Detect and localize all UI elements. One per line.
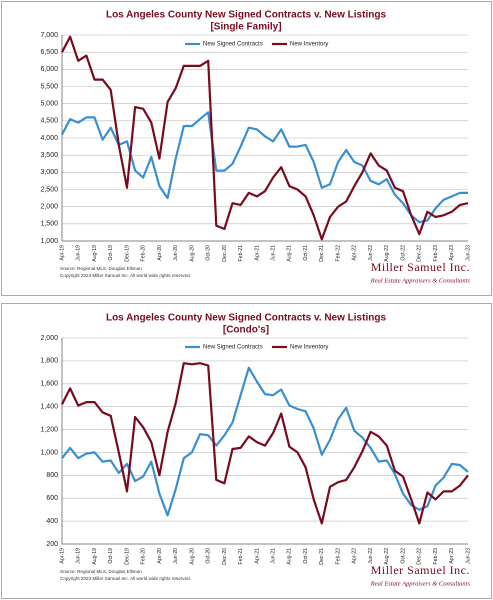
x-tick-label: Dec-22: [417, 548, 423, 565]
y-tick-label: 1,000: [40, 449, 58, 456]
y-tick-label: 6,000: [40, 66, 58, 73]
y-tick-label: 1,400: [40, 404, 58, 411]
x-tick-label: Jun-22: [368, 548, 374, 564]
x-tick-label: Oct-22: [400, 245, 406, 261]
x-tick-label: Jun-20: [173, 245, 179, 261]
y-tick-label: 4,000: [40, 135, 58, 142]
x-tick-label: Apr-22: [352, 548, 358, 564]
brand: Miller Samuel Inc.: [371, 260, 470, 274]
x-tick-label: Feb-20: [141, 548, 147, 565]
x-tick-label: Feb-21: [238, 548, 244, 565]
brand-tagline: Real Estate Appraisers & Consultants: [370, 277, 471, 284]
x-tick-label: Jun-19: [76, 245, 82, 261]
y-tick-label: 4,500: [40, 118, 58, 125]
x-tick-label: Apr-23: [449, 548, 455, 564]
brand: Miller Samuel Inc.: [371, 563, 470, 577]
x-tick-label: Feb-22: [335, 548, 341, 565]
legend-label: New Signed Contracts: [203, 345, 263, 351]
x-tick-label: Aug-20: [189, 245, 195, 262]
copyright: Copyright 2023 Miller Samuel Inc. All wo…: [60, 273, 191, 278]
x-tick-label: Apr-20: [157, 245, 163, 261]
y-tick-label: 2,500: [40, 186, 58, 193]
y-tick-label: 1,800: [40, 358, 58, 365]
y-tick-label: 5,000: [40, 101, 58, 108]
y-tick-label: 7,000: [40, 32, 58, 39]
y-tick-label: 400: [46, 518, 58, 525]
x-tick-label: Apr-19: [59, 245, 65, 261]
y-tick-label: 2,000: [40, 204, 58, 211]
x-tick-label: Oct-19: [108, 548, 114, 564]
copyright: Copyright 2023 Miller Samuel Inc. All wo…: [60, 576, 191, 581]
y-tick-label: 3,500: [40, 152, 58, 159]
x-tick-label: Oct-21: [303, 245, 309, 261]
x-tick-label: Apr-21: [254, 548, 260, 564]
x-tick-label: Feb-21: [238, 245, 244, 262]
x-tick-label: Apr-22: [352, 245, 358, 261]
x-tick-label: Aug-22: [384, 245, 390, 262]
x-tick-label: Dec-19: [124, 245, 130, 262]
y-tick-label: 2,000: [40, 335, 58, 342]
x-tick-label: Jun-23: [465, 245, 471, 261]
x-tick-label: Dec-20: [222, 548, 228, 565]
x-tick-label: Dec-19: [124, 548, 130, 565]
x-tick-label: Oct-19: [108, 245, 114, 261]
x-tick-label: Jun-23: [465, 548, 471, 564]
x-tick-label: Aug-19: [92, 245, 98, 262]
chart-title: Los Angeles County New Signed Contracts …: [106, 10, 386, 21]
x-tick-label: Aug-22: [384, 548, 390, 565]
x-tick-label: Dec-22: [417, 245, 423, 262]
x-tick-label: Jun-20: [173, 548, 179, 564]
legend-label: New Inventory: [290, 345, 328, 351]
x-tick-label: Apr-19: [59, 548, 65, 564]
x-tick-label: Dec-20: [222, 245, 228, 262]
x-tick-label: Dec-21: [319, 245, 325, 262]
x-tick-label: Aug-20: [189, 548, 195, 565]
x-tick-label: Oct-20: [206, 548, 212, 564]
x-tick-label: Feb-22: [335, 245, 341, 262]
legend-label: New Signed Contracts: [203, 42, 263, 48]
brand-tagline: Real Estate Appraisers & Consultants: [370, 580, 471, 587]
chart-subtitle: [Single Family]: [210, 22, 281, 33]
x-tick-label: Jun-22: [368, 245, 374, 261]
series-line: [61, 35, 469, 241]
x-tick-label: Oct-22: [400, 548, 406, 564]
source: Source: Regional MLS, Douglas Elliman: [60, 266, 142, 271]
x-tick-label: Feb-23: [433, 548, 439, 565]
x-tick-label: Apr-21: [254, 245, 260, 261]
chart-subtitle: [Condo's]: [223, 325, 269, 336]
panel: [1, 303, 492, 599]
y-tick-label: 3,000: [40, 169, 58, 176]
series-line: [61, 362, 469, 525]
x-tick-label: Dec-21: [319, 548, 325, 565]
x-tick-label: Aug-21: [287, 245, 293, 262]
x-tick-label: Oct-20: [206, 245, 212, 261]
y-tick-label: 1,500: [40, 221, 58, 228]
x-tick-label: Feb-23: [433, 245, 439, 262]
x-tick-label: Aug-21: [287, 548, 293, 565]
x-tick-label: Oct-21: [303, 548, 309, 564]
source: Source: Regional MLS, Douglas Elliman: [60, 569, 142, 574]
y-tick-label: 1,000: [40, 238, 58, 245]
x-tick-label: Jun-21: [270, 245, 276, 261]
x-tick-label: Aug-19: [92, 548, 98, 565]
y-tick-label: 800: [46, 472, 58, 479]
x-tick-label: Feb-20: [141, 245, 147, 262]
x-tick-label: Apr-20: [157, 548, 163, 564]
x-tick-label: Jun-21: [270, 548, 276, 564]
chart-title: Los Angeles County New Signed Contracts …: [106, 313, 386, 324]
y-tick-label: 6,500: [40, 49, 58, 56]
y-tick-label: 200: [46, 541, 58, 548]
x-tick-label: Jun-19: [76, 548, 82, 564]
y-tick-label: 1,200: [40, 426, 58, 433]
y-tick-label: 1,600: [40, 381, 58, 388]
y-tick-label: 5,500: [40, 83, 58, 90]
y-tick-label: 600: [46, 495, 58, 502]
panel: [1, 1, 492, 296]
legend-label: New Inventory: [290, 42, 328, 48]
x-tick-label: Apr-23: [449, 245, 455, 261]
